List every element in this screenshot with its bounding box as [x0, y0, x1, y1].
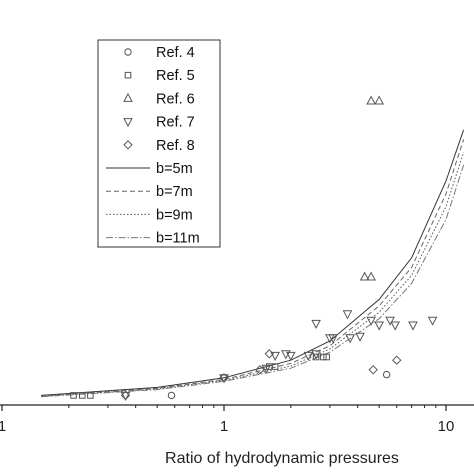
data-point-triangle-down [219, 374, 229, 384]
data-point-triangle-down [385, 316, 395, 326]
data-point-diamond [219, 373, 229, 383]
data-point-triangle-down [261, 364, 272, 374]
data-point-triangle-up [374, 95, 385, 105]
legend-box [97, 39, 221, 248]
data-point-triangle-down [408, 321, 418, 331]
data-point-diamond [255, 365, 265, 375]
data-point-diamond [392, 355, 402, 365]
legend-marker-square [124, 71, 132, 79]
legend-marker-triangle-down [123, 118, 133, 128]
curve-line [41, 164, 465, 398]
legend-label: b=7m [156, 184, 193, 200]
data-point-triangle-down [390, 321, 400, 331]
data-point-square [70, 392, 77, 399]
x-tick-label: 1 [220, 418, 228, 435]
data-point-triangle-down [427, 316, 438, 326]
data-point-diamond [120, 390, 131, 401]
data-point-triangle-down [345, 334, 355, 344]
data-point-triangle-down [366, 316, 376, 326]
legend: Ref. 4 Ref. 5 Ref. 6 Ref. 7 Ref. 8 b=5m b=7m b=… [97, 39, 221, 248]
data-point-diamond [264, 349, 275, 359]
legend-label: b=9m [156, 207, 193, 223]
fitted-curves [41, 129, 465, 398]
data-point-triangle-up [359, 271, 370, 281]
data-point-square [323, 353, 330, 361]
data-point-triangle-down [303, 351, 314, 361]
legend-marker-diamond [123, 140, 133, 150]
curve-line [41, 139, 465, 397]
legend-label: Ref. 4 [156, 45, 195, 61]
data-point-square [271, 363, 279, 370]
data-point-circle [167, 391, 176, 400]
data-markers [70, 95, 438, 401]
curve-line [41, 129, 465, 396]
legend-label: Ref. 6 [156, 91, 195, 107]
curve-line [41, 152, 465, 397]
x-tick-label: 1 [0, 418, 6, 435]
data-point-triangle-down [311, 350, 321, 360]
legend-label: b=5m [156, 161, 193, 177]
legend-label: Ref. 7 [156, 115, 195, 131]
legend-label: Ref. 5 [156, 68, 195, 84]
data-point-triangle-down [355, 332, 365, 342]
data-point-square [87, 392, 94, 399]
legend-marker-circle [124, 48, 132, 56]
data-point-triangle-down [120, 391, 131, 401]
data-point-square [312, 353, 320, 361]
data-point-diamond [368, 365, 378, 375]
x-axis-label: Ratio of hydrodynamic pressures [165, 450, 399, 467]
data-point-circle [382, 370, 391, 379]
legend-label: Ref. 8 [156, 138, 195, 154]
data-point-triangle-down [342, 310, 353, 320]
data-point-square [319, 353, 327, 361]
data-point-triangle-down [311, 319, 321, 329]
legend-marker-triangle-up [123, 92, 133, 102]
data-point-triangle-down [374, 321, 385, 331]
data-point-triangle-up [366, 95, 376, 105]
data-point-square [79, 392, 86, 399]
data-point-triangle-down [270, 351, 280, 361]
data-point-triangle-up [366, 271, 376, 281]
legend-label: b=11m [156, 231, 200, 247]
x-tick-label: 10 [438, 418, 455, 435]
data-point-triangle-down [328, 334, 338, 344]
data-point-triangle-down [285, 351, 296, 361]
x-axis-ticks: 1 1 10 [0, 405, 454, 435]
